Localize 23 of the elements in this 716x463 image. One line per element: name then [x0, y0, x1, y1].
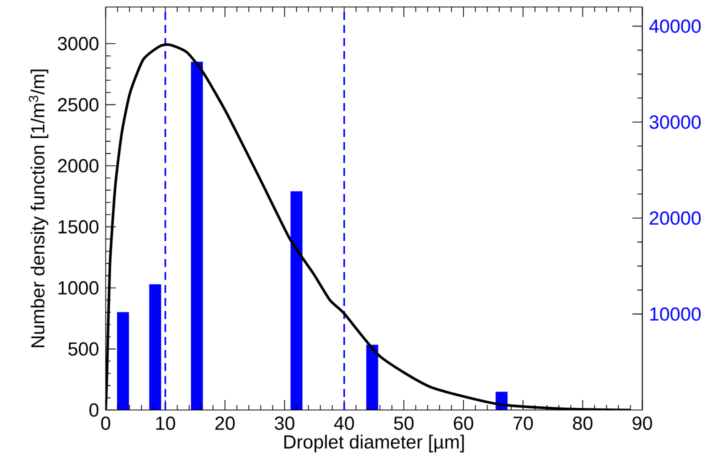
y-tick-label: 1000 [58, 281, 98, 295]
y2-tick-label: 30000 [650, 115, 701, 129]
y-tick-label: 2000 [58, 159, 98, 172]
y-tick-label: 2500 [58, 98, 98, 112]
x-tick-label: 40 [334, 416, 354, 430]
y2-tick-label: 40000 [649, 19, 701, 33]
x-tick-label: 0 [101, 416, 110, 430]
y-axis-title: Number density function [1/m$^{3}$/m] [28, 70, 48, 348]
y-tick-label: 500 [68, 342, 98, 356]
x-tick-label: 30 [274, 416, 294, 430]
y2-tick-label: 10000 [650, 307, 701, 321]
x-tick-label: 90 [632, 416, 652, 430]
x-tick-label: 50 [394, 416, 414, 430]
x-tick-label: 20 [215, 416, 235, 430]
x-tick-label: 10 [156, 416, 176, 430]
y-tick-label: 0 [89, 403, 98, 417]
x-axis-title: Droplet diameter [µm] [284, 434, 464, 452]
x-tick-label: 70 [513, 416, 533, 430]
y2-tick-label: 20000 [650, 211, 701, 225]
y-tick-label: 1500 [58, 220, 98, 234]
x-tick-label: 80 [572, 416, 592, 430]
x-tick-label: 60 [454, 416, 474, 430]
y-tick-label: 3000 [58, 36, 98, 50]
